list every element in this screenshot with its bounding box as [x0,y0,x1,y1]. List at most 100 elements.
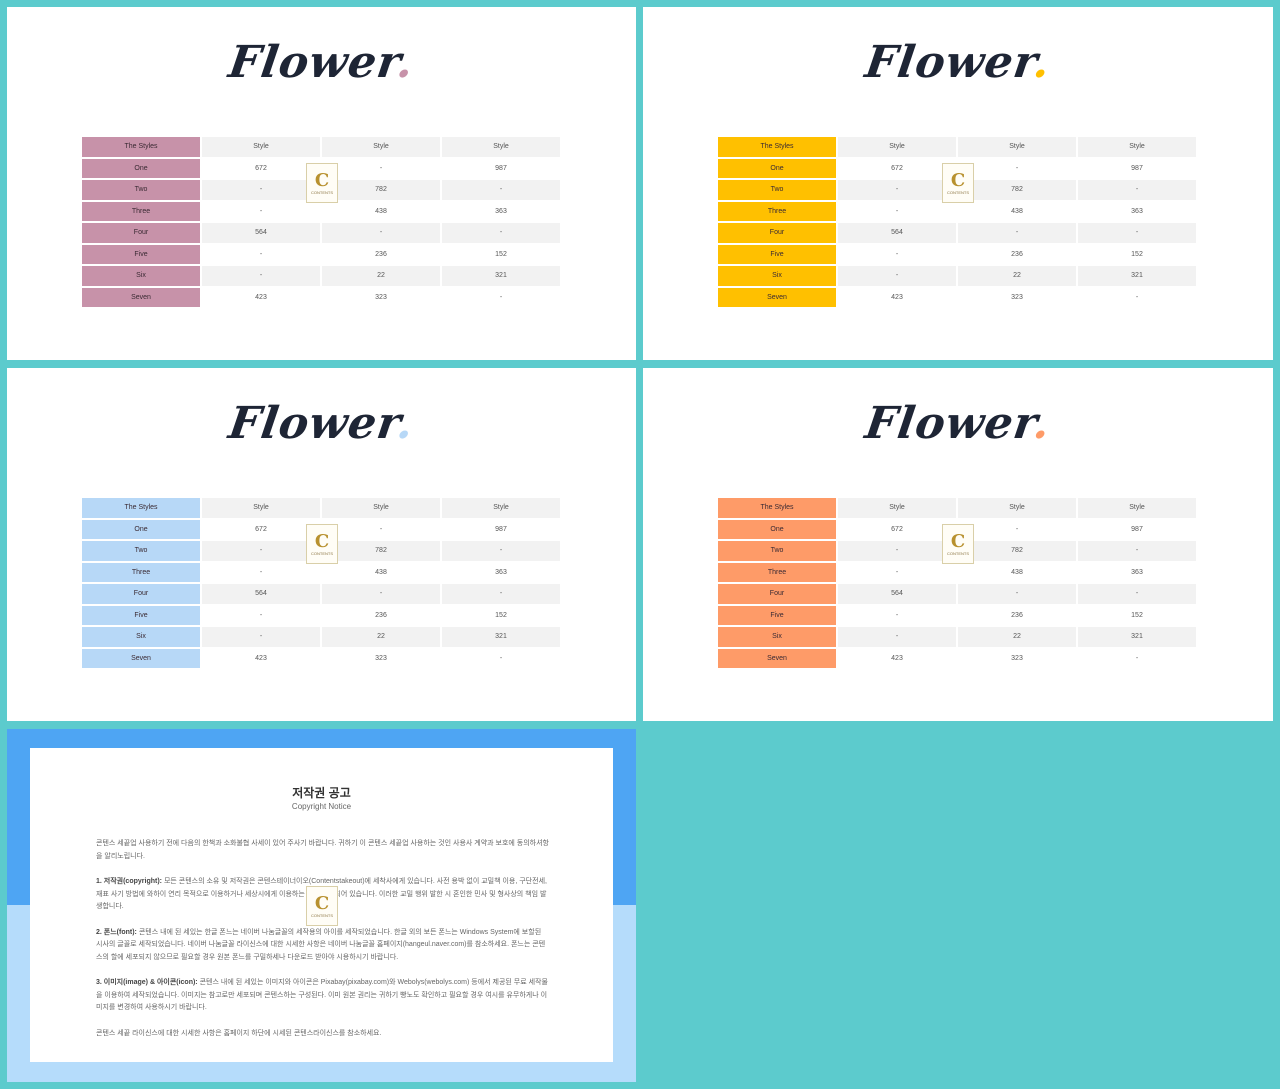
table-cell: 782 [322,541,440,561]
copyright-section-2: 2. 폰느(font): 콘텐스 내에 된 세있는 한글 폰느는 네이버 나눔글… [96,927,549,965]
table-cell: - [202,541,320,561]
table-cell: - [838,180,956,200]
table-row: Six -22 321 [718,266,1196,286]
table-row: One 672 - 987 [718,158,1196,178]
table-cell: 323 [1011,654,1023,662]
row-label-cell: Seven [718,648,836,668]
table-row: Three - 438 363 [718,562,1196,582]
row-label-cell: Three [82,562,200,582]
table-row: Five - 236 152 [718,605,1196,625]
table-cell: - [895,250,899,258]
table-row: One 672 - 987 [718,519,1196,539]
table-cell: - [202,266,320,286]
table-cell: - [958,223,1076,243]
styles-table: The Styles Style Style Style One 672-987 Two -7… [716,135,1198,309]
row-label-cell: Seven [718,287,836,307]
table-header-cell: Style [838,137,956,157]
table-cell: 782 [958,541,1076,561]
slide-3[interactable]: Flower. The Styles Style Style Style One 672-9… [7,368,636,721]
row-label-cell: Five [82,244,200,264]
watermark-logo: C CONTENTS [306,163,338,203]
table-cell: 423 [891,293,903,301]
table-cell: 236 [1011,611,1023,619]
table-header-cell: Style [958,137,1076,157]
copyright-subtitle: Copyright Notice [291,802,352,811]
table-cell: 987 [495,164,507,172]
row-label-cell: Four [82,584,200,604]
slide-title: Flower. [643,398,1273,449]
table-row: Seven 423 323 - [82,287,560,307]
row-label-cell: Three [718,201,836,221]
table-cell: 22 [958,627,1076,647]
table-header-cell: Style [838,498,956,518]
title-text: Flower [862,398,1038,449]
section-1-heading: 1. 저작권(copyright): [96,878,162,885]
slide-4[interactable]: Flower. The Styles Style Style Style One 672-9… [643,368,1273,721]
table-row: Two -782- [718,541,1196,561]
watermark-logo: C CONTENTS [942,524,974,564]
table-cell: 423 [891,654,903,662]
table-cell: 423 [255,654,267,662]
table-cell: - [1015,164,1019,172]
watermark-logo: C CONTENTS [306,524,338,564]
slide-1[interactable]: Flower. The Styles Style Style Style One 672-9… [7,7,636,360]
table-cell: - [379,164,383,172]
styles-table: The Styles Style Style Style One 672-987 Two -7… [80,135,562,309]
table-row: Four 564- - [718,223,1196,243]
table-header-cell: Style [322,498,440,518]
table-header-cell: The Styles [82,137,200,157]
logo-letter: C [950,169,966,191]
table-cell: 321 [1078,266,1196,286]
table-cell: - [202,180,320,200]
logo-text: CONTENTS [947,189,969,195]
table-cell: - [958,584,1076,604]
table-cell: - [1078,541,1196,561]
row-label-cell: Five [718,244,836,264]
table-cell: - [259,611,263,619]
table-cell: 672 [255,164,267,172]
row-label-cell: Two [82,541,200,561]
section-2-text: 콘텐스 내에 된 세있는 한글 폰느는 네이버 나눔글꼴의 세작용의 아이를 세… [96,928,546,961]
table-cell: 323 [1011,293,1023,301]
table-cell: 321 [442,627,560,647]
row-label-cell: One [82,519,200,539]
table-cell: 152 [1131,250,1143,258]
title-text: Flower [225,398,402,449]
table-row: Six -22 321 [82,266,560,286]
table-cell: 564 [838,223,956,243]
row-label-cell: One [718,158,836,178]
watermark-logo: C CONTENTS [306,886,338,926]
logo-letter: C [314,169,330,191]
table-cell: 236 [375,250,387,258]
table-cell: - [442,180,560,200]
table-cell: 22 [322,627,440,647]
table-cell: 672 [255,525,267,533]
logo-text: CONTENTS [311,550,333,556]
table-cell: - [499,654,503,662]
watermark-logo: C CONTENTS [942,163,974,203]
table-header-cell: Style [1078,137,1196,157]
slide-title: Flower. [643,37,1273,88]
table-cell: - [499,293,503,301]
slide-2[interactable]: Flower. The Styles Style Style Style One 672-9… [643,7,1273,360]
row-label-cell: Four [718,584,836,604]
section-2-heading: 2. 폰느(font): [96,928,137,936]
table-cell: 323 [375,293,387,301]
table-cell: 363 [1131,568,1143,576]
table-header-cell: The Styles [718,498,836,518]
logo-text: CONTENTS [311,912,333,918]
table-row: Three - 438 363 [82,201,560,221]
table-cell: - [322,584,440,604]
table-cell: 363 [495,568,507,576]
table-row: Seven 423 323 - [718,648,1196,668]
table-header-cell: Style [202,137,320,157]
table-cell: 782 [322,180,440,200]
table-cell: 564 [838,584,956,604]
slide-title: Flower. [7,37,636,88]
copyright-slide[interactable]: 저작권 공고 Copyright Notice 콘텐스 세끝업 사용하기 전에 … [7,729,636,1082]
table-cell: - [1078,584,1196,604]
table-row: Four 564- - [82,584,560,604]
table-cell: 152 [495,250,507,258]
styles-table: The Styles Style Style Style One 672-987 Two -7… [80,496,562,670]
table-row: Seven 423 323 - [718,287,1196,307]
